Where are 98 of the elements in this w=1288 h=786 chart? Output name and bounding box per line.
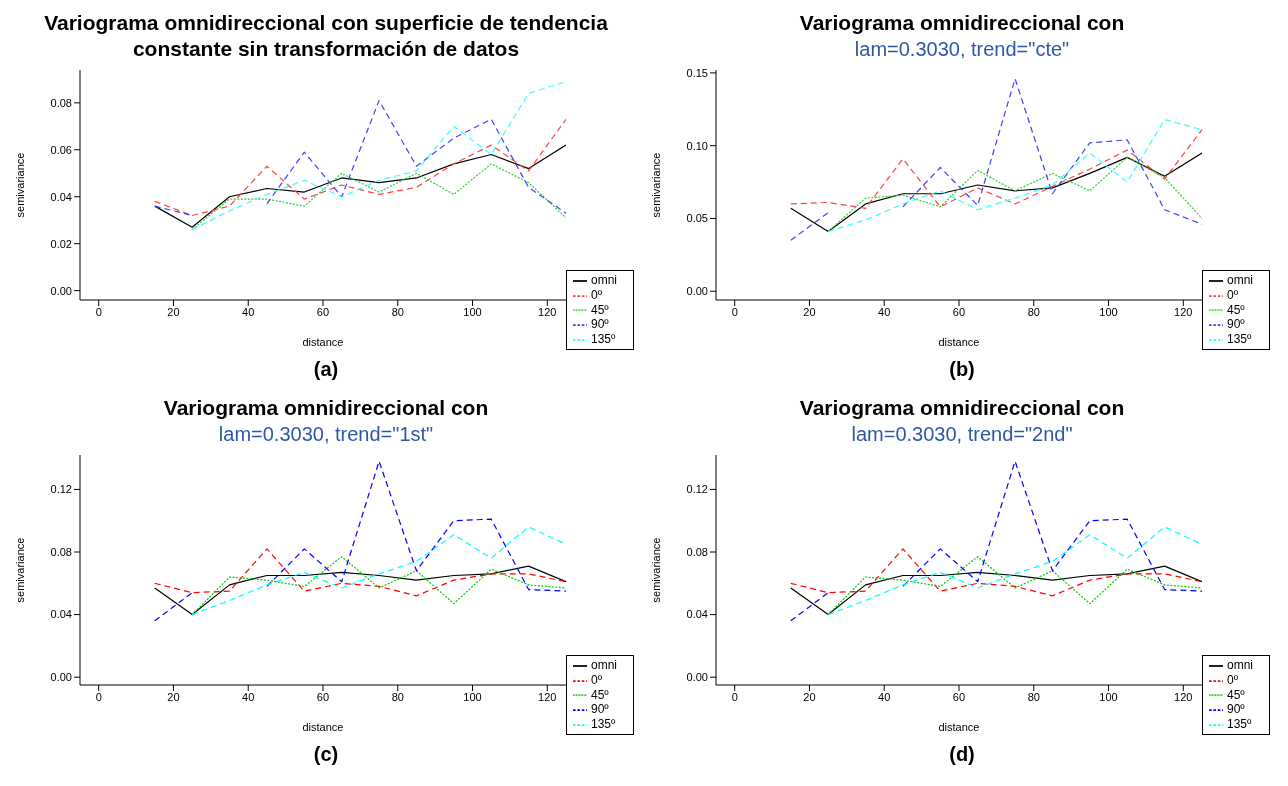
legend-label: 135º [1226,717,1252,732]
y-tick-label: 0.06 [50,143,72,156]
legend-label: 135º [590,332,616,347]
legend-label: 0º [1226,287,1239,302]
y-axis-title: semivariance [13,152,26,218]
legend-label: omni [590,657,617,672]
legend-label: 45º [590,302,609,317]
x-tick-label: 80 [1027,305,1040,318]
y-tick-label: 0.04 [686,608,708,621]
x-tick-label: 80 [1027,690,1040,703]
y-axis-title: semivariance [13,537,26,603]
line-series [790,548,1202,597]
line-series [191,556,566,616]
chart-subtitle: lam=0.3030, trend="1st" [218,422,434,447]
x-tick-label: 100 [463,305,482,318]
x-tick-label: 20 [803,305,816,318]
legend-label: 45º [590,687,609,702]
x-tick-label: 60 [952,305,966,318]
legend-label: 90º [590,702,609,717]
x-tick-label: 120 [538,305,557,318]
line-series [154,144,566,228]
y-tick-label: 0.04 [50,608,72,621]
legend-label: 90º [1226,317,1245,332]
text: (b) [949,358,975,380]
x-axis-title: distance [938,721,980,733]
x-tick-label: 60 [952,690,966,703]
x-tick-label: 100 [463,690,482,703]
chart-title: Variograma omnidireccional con superficie de tendencia constante sin transformación de datos [43,10,609,62]
line-series [154,118,566,217]
y-tick-label: 0.12 [50,483,72,496]
x-tick-label: 120 [1174,690,1193,703]
line-series [191,526,566,616]
y-tick-label: 0.12 [686,483,708,496]
legend-label: 45º [1226,687,1245,702]
text: (c) [313,743,339,765]
y-tick-label: 0.00 [50,671,72,684]
legend-label: 135º [1226,332,1252,347]
line-series [191,81,566,231]
chart-subtitle: lam=0.3030, trend="2nd" [851,422,1073,447]
text: (d) [949,743,975,765]
x-axis-title: distance [302,336,344,348]
x-axis-title: distance [938,336,980,348]
legend-label: 0º [590,672,603,687]
y-tick-label: 0.02 [50,237,72,250]
x-tick-label: 20 [167,305,180,318]
x-tick-label: 0 [95,305,102,318]
x-tick-label: 60 [316,690,330,703]
legend-label: omni [1226,657,1253,672]
x-tick-label: 120 [538,690,557,703]
legend-label: 0º [1226,672,1239,687]
line-series [790,129,1202,209]
x-tick-label: 20 [803,690,816,703]
legend-label: omni [590,272,617,287]
chart-title: Variograma omnidireccional con [798,395,1126,421]
legend-label: 90º [590,317,609,332]
x-tick-label: 40 [878,690,891,703]
line-series [154,565,566,616]
line-series [154,548,566,597]
x-tick-label: 80 [391,690,404,703]
y-axis-title: semivariance [649,152,662,218]
y-tick-label: 0.00 [50,284,72,297]
chart-subtitle: lam=0.3030, trend="cte" [854,37,1070,62]
chart-title: Variograma omnidireccional con [798,10,1126,36]
y-tick-label: 0.08 [686,545,708,558]
x-tick-label: 40 [878,305,891,318]
y-axis-title: semivariance [649,537,662,603]
legend-label: 90º [1226,702,1245,717]
x-tick-label: 120 [1174,305,1193,318]
x-axis-title: distance [302,721,344,733]
legend-label: 135º [590,717,616,732]
line-series [790,565,1202,616]
y-tick-label: 0.08 [50,545,72,558]
line-series [827,526,1202,616]
y-tick-label: 0.05 [686,212,708,225]
x-tick-label: 0 [731,305,738,318]
line-series [827,556,1202,616]
x-tick-label: 0 [95,690,102,703]
y-tick-label: 0.08 [50,96,72,109]
chart-title: Variograma omnidireccional con [162,395,490,421]
text: (a) [313,358,339,380]
x-tick-label: 60 [316,305,330,318]
x-tick-label: 80 [391,305,404,318]
y-tick-label: 0.15 [686,66,708,79]
x-tick-label: 40 [242,690,255,703]
legend-label: 0º [590,287,603,302]
y-tick-label: 0.00 [686,671,708,684]
x-tick-label: 0 [731,690,738,703]
legend-label: omni [1226,272,1253,287]
y-tick-label: 0.00 [686,285,708,298]
x-tick-label: 100 [1099,305,1118,318]
legend-label: 45º [1226,302,1245,317]
x-tick-label: 40 [242,305,255,318]
y-tick-label: 0.04 [50,190,72,203]
x-tick-label: 20 [167,690,180,703]
line-series [191,163,566,231]
y-tick-label: 0.10 [686,139,708,152]
x-tick-label: 100 [1099,690,1118,703]
line-series [827,118,1202,233]
